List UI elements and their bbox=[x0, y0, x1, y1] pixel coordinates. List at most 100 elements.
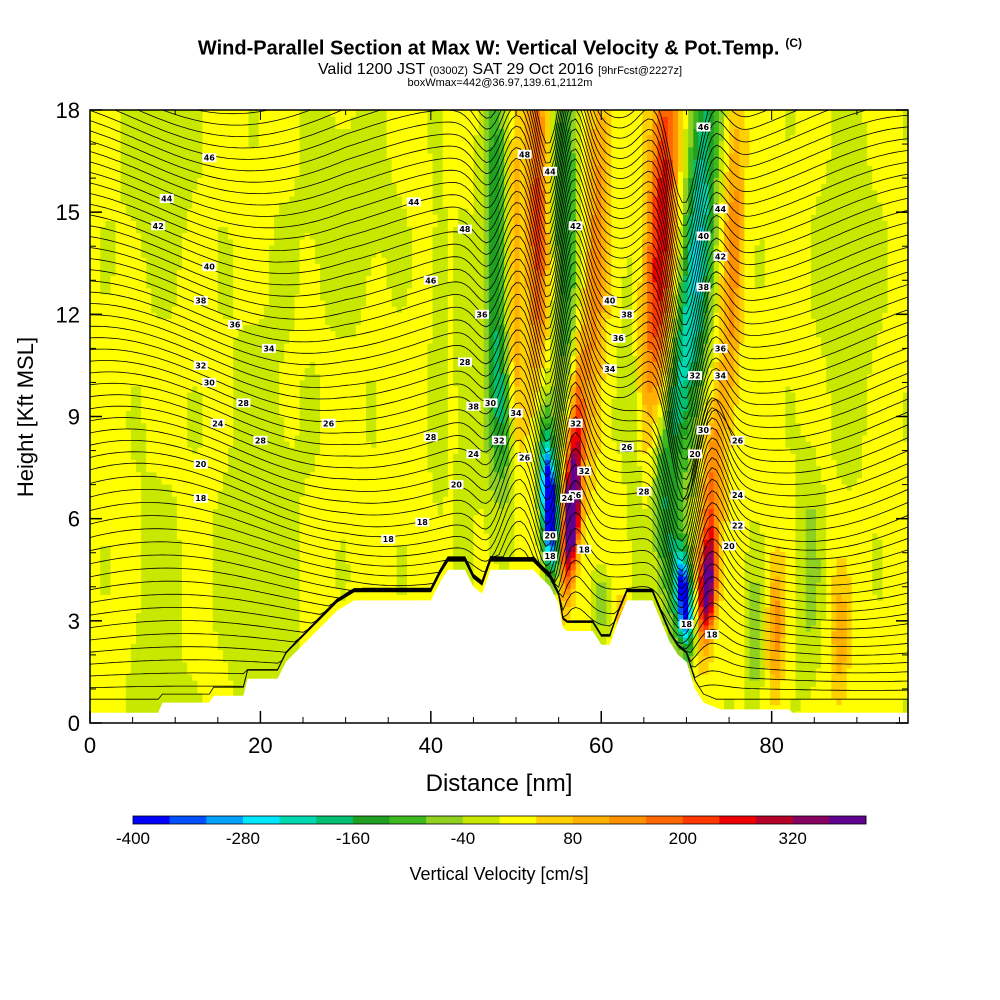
velocity-cell bbox=[815, 661, 822, 669]
velocity-cell bbox=[95, 637, 101, 644]
velocity-cell bbox=[90, 526, 96, 534]
velocity-cell bbox=[821, 643, 827, 651]
velocity-cell bbox=[217, 588, 224, 595]
velocity-cell bbox=[125, 643, 132, 651]
velocity-cell bbox=[815, 612, 822, 620]
velocity-cell bbox=[744, 594, 751, 601]
velocity-cell bbox=[105, 704, 112, 712]
velocity-cell bbox=[233, 569, 239, 577]
velocity-cell bbox=[887, 557, 894, 565]
velocity-cell bbox=[478, 569, 485, 577]
velocity-cell bbox=[371, 563, 377, 571]
velocity-cell bbox=[320, 618, 326, 626]
velocity-cell bbox=[274, 545, 280, 552]
velocity-cell bbox=[386, 551, 393, 559]
velocity-cell bbox=[867, 551, 873, 559]
velocity-cell bbox=[769, 692, 776, 700]
velocity-cell bbox=[759, 661, 766, 669]
velocity-cell bbox=[892, 643, 899, 651]
velocity-cell bbox=[314, 563, 321, 571]
velocity-cell bbox=[729, 680, 735, 687]
velocity-cell bbox=[718, 569, 725, 577]
velocity-cell bbox=[764, 704, 771, 712]
velocity-cell bbox=[887, 618, 894, 626]
velocity-cell bbox=[105, 545, 112, 552]
velocity-cell bbox=[841, 637, 848, 644]
velocity-cell bbox=[815, 704, 822, 712]
velocity-cell bbox=[228, 618, 234, 626]
velocity-cell bbox=[626, 575, 633, 583]
velocity-cell bbox=[902, 704, 908, 712]
velocity-cell bbox=[243, 680, 250, 687]
velocity-cell bbox=[805, 612, 812, 620]
velocity-cell bbox=[136, 588, 142, 595]
velocity-cell bbox=[882, 661, 889, 669]
velocity-cell bbox=[110, 594, 117, 601]
velocity-cell bbox=[718, 575, 725, 583]
velocity-cell bbox=[391, 569, 398, 577]
velocity-cell bbox=[575, 551, 582, 559]
velocity-cell bbox=[268, 582, 275, 589]
velocity-cell bbox=[233, 631, 239, 638]
velocity-cell bbox=[125, 631, 132, 638]
velocity-cell bbox=[596, 569, 602, 577]
velocity-cell bbox=[606, 551, 613, 559]
velocity-cell bbox=[514, 551, 521, 559]
velocity-cell bbox=[545, 563, 551, 571]
velocity-cell bbox=[263, 624, 270, 632]
velocity-cell bbox=[856, 612, 863, 620]
velocity-cell bbox=[228, 673, 234, 681]
velocity-cell bbox=[861, 532, 868, 540]
velocity-cell bbox=[652, 551, 659, 559]
velocity-cell bbox=[657, 539, 664, 546]
velocity-cell bbox=[110, 624, 117, 632]
velocity-cell bbox=[703, 637, 710, 644]
velocity-cell bbox=[212, 661, 219, 669]
velocity-cell bbox=[713, 686, 720, 693]
velocity-cell bbox=[642, 594, 648, 601]
velocity-cell bbox=[688, 637, 694, 644]
velocity-cell bbox=[217, 637, 224, 644]
velocity-cell bbox=[192, 557, 198, 565]
velocity-cell bbox=[263, 575, 270, 583]
velocity-cell bbox=[831, 594, 838, 601]
velocity-cell bbox=[248, 637, 255, 644]
velocity-cell bbox=[780, 698, 786, 706]
velocity-cell bbox=[314, 582, 321, 589]
velocity-cell bbox=[90, 612, 96, 620]
velocity-cell bbox=[703, 643, 710, 651]
velocity-cell bbox=[294, 532, 301, 540]
velocity-cell bbox=[775, 545, 781, 552]
velocity-cell bbox=[289, 557, 296, 565]
velocity-cell bbox=[228, 649, 234, 657]
velocity-cell bbox=[744, 680, 751, 687]
velocity-cell bbox=[176, 631, 183, 638]
velocity-cell bbox=[539, 532, 546, 540]
velocity-cell bbox=[836, 600, 843, 608]
velocity-cell bbox=[171, 631, 178, 638]
velocity-cell bbox=[141, 594, 147, 601]
velocity-cell bbox=[309, 631, 316, 638]
velocity-cell bbox=[795, 539, 802, 546]
velocity-cell bbox=[657, 582, 664, 589]
velocity-cell bbox=[892, 606, 899, 614]
velocity-cell bbox=[417, 557, 423, 565]
velocity-cell bbox=[810, 575, 817, 583]
velocity-cell bbox=[90, 704, 96, 712]
velocity-cell bbox=[268, 575, 275, 583]
velocity-cell bbox=[616, 594, 623, 601]
velocity-cell bbox=[100, 539, 106, 546]
velocity-cell bbox=[780, 704, 786, 712]
velocity-cell bbox=[105, 532, 112, 540]
velocity-cell bbox=[621, 539, 628, 546]
velocity-cell bbox=[330, 551, 336, 559]
velocity-cell bbox=[120, 667, 127, 675]
velocity-cell bbox=[248, 600, 255, 608]
velocity-cell bbox=[238, 575, 244, 583]
velocity-cell bbox=[861, 569, 868, 577]
velocity-cell bbox=[192, 526, 198, 534]
velocity-cell bbox=[596, 545, 602, 552]
velocity-cell bbox=[637, 582, 643, 589]
velocity-cell bbox=[611, 600, 618, 608]
velocity-cell bbox=[309, 600, 316, 608]
